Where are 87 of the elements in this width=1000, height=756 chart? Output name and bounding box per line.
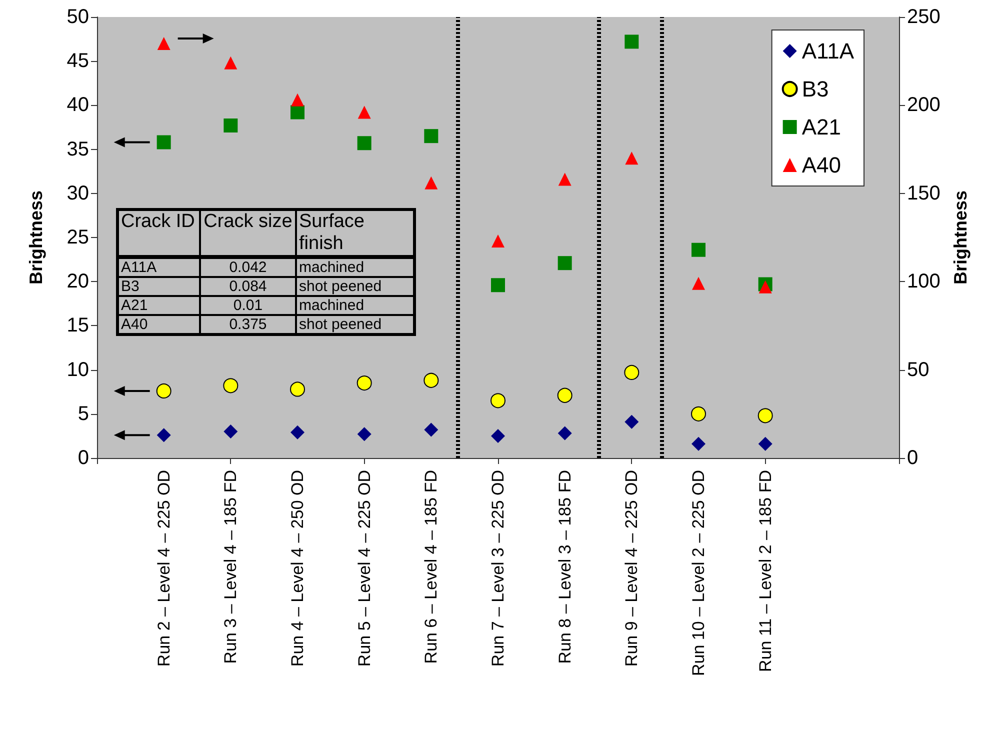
annotation: shot peened xyxy=(296,277,414,296)
point xyxy=(692,436,706,451)
y2-tick-label: 50 xyxy=(907,358,930,381)
point xyxy=(156,135,171,150)
annotation: Crack ID xyxy=(118,210,200,257)
annotation: 0.01 xyxy=(200,296,296,315)
y-tick-label: 0 xyxy=(78,447,89,469)
y-tick-label: 40 xyxy=(66,94,89,116)
point xyxy=(491,428,505,443)
point xyxy=(692,276,705,290)
annotation: 0.375 xyxy=(200,315,296,334)
x-tick-label: Run 8 – Level 3 – 185 FD xyxy=(555,470,574,664)
point xyxy=(625,152,638,165)
point xyxy=(224,118,238,132)
point xyxy=(758,280,772,294)
y2-tick-label: 250 xyxy=(907,6,940,28)
point xyxy=(758,436,772,451)
point xyxy=(557,388,572,403)
annotation: shot peened xyxy=(296,315,414,334)
point xyxy=(290,105,304,120)
x-tick-label: Run 10 – Level 2 – 225 OD xyxy=(689,470,708,676)
point xyxy=(758,408,773,424)
x-tick-label: Run 3 – Level 4 – 185 FD xyxy=(221,470,240,664)
point xyxy=(156,383,172,398)
y-tick-label: 35 xyxy=(66,138,89,160)
y2-tick-label: 0 xyxy=(907,447,918,469)
y2-tick-label: 200 xyxy=(907,94,940,116)
point xyxy=(692,242,706,257)
y2-tick-label: 150 xyxy=(907,182,940,204)
point xyxy=(358,106,371,119)
point xyxy=(492,234,504,248)
y-tick-label: 5 xyxy=(78,402,89,425)
point xyxy=(290,382,305,397)
point xyxy=(157,36,170,50)
point xyxy=(624,364,640,380)
annotation: Crack size xyxy=(200,210,296,257)
x-tick-label: Run 4 – Level 4 – 250 OD xyxy=(288,470,307,667)
point xyxy=(624,34,639,49)
y-axis-title: Brightness xyxy=(26,190,46,285)
annotation: machined xyxy=(296,296,414,315)
x-tick-label: Run 11 – Level 2 – 185 FD xyxy=(756,470,775,672)
point xyxy=(291,93,304,106)
point xyxy=(691,406,706,422)
y-tick-label: 30 xyxy=(66,182,89,204)
x-tick-label: Run 6 – Level 4 – 185 FD xyxy=(422,470,441,664)
y2-axis-title: Brightness xyxy=(950,190,970,285)
point xyxy=(357,427,372,442)
annotation: machined xyxy=(296,257,414,277)
y2-tick-label: 100 xyxy=(907,270,940,293)
point xyxy=(357,136,372,150)
annotation: 0.042 xyxy=(200,257,296,277)
point xyxy=(558,426,572,440)
point xyxy=(424,372,439,388)
point xyxy=(290,425,304,440)
annotation: 0.084 xyxy=(200,277,296,296)
annotation: A21 xyxy=(118,296,200,315)
y-tick-label: 15 xyxy=(66,314,89,337)
annotation: A40 xyxy=(118,315,200,334)
y-tick-label: 50 xyxy=(66,6,89,28)
annotation: Surface finish xyxy=(296,210,414,257)
point xyxy=(491,278,505,292)
y-tick-label: 10 xyxy=(66,358,89,381)
point xyxy=(224,424,238,439)
point xyxy=(424,129,438,144)
legend-label: B3 xyxy=(802,76,829,102)
x-tick-label: Run 9 – Level 4 – 225 OD xyxy=(622,470,642,667)
legend-label: A11A xyxy=(802,38,854,64)
annotation: A11A xyxy=(118,257,200,277)
point xyxy=(356,376,372,391)
annotation: B3 xyxy=(118,277,200,296)
point xyxy=(223,378,238,394)
point xyxy=(424,176,438,190)
legend-label: A40 xyxy=(802,152,841,178)
point xyxy=(156,428,171,442)
x-tick-label: Run 7 – Level 3 – 225 OD xyxy=(488,470,508,667)
x-tick-label: Run 2 – Level 4 – 225 OD xyxy=(154,470,174,667)
y-tick-label: 45 xyxy=(66,50,89,72)
legend-label: A21 xyxy=(802,114,841,140)
point xyxy=(624,414,639,429)
point xyxy=(424,422,438,437)
point xyxy=(558,172,572,186)
y-tick-label: 20 xyxy=(66,270,89,293)
y-tick-label: 25 xyxy=(66,226,89,248)
point xyxy=(490,393,506,408)
x-tick-label: Run 5 – Level 4 – 225 OD xyxy=(354,470,374,667)
point xyxy=(558,256,572,270)
point xyxy=(224,56,238,70)
